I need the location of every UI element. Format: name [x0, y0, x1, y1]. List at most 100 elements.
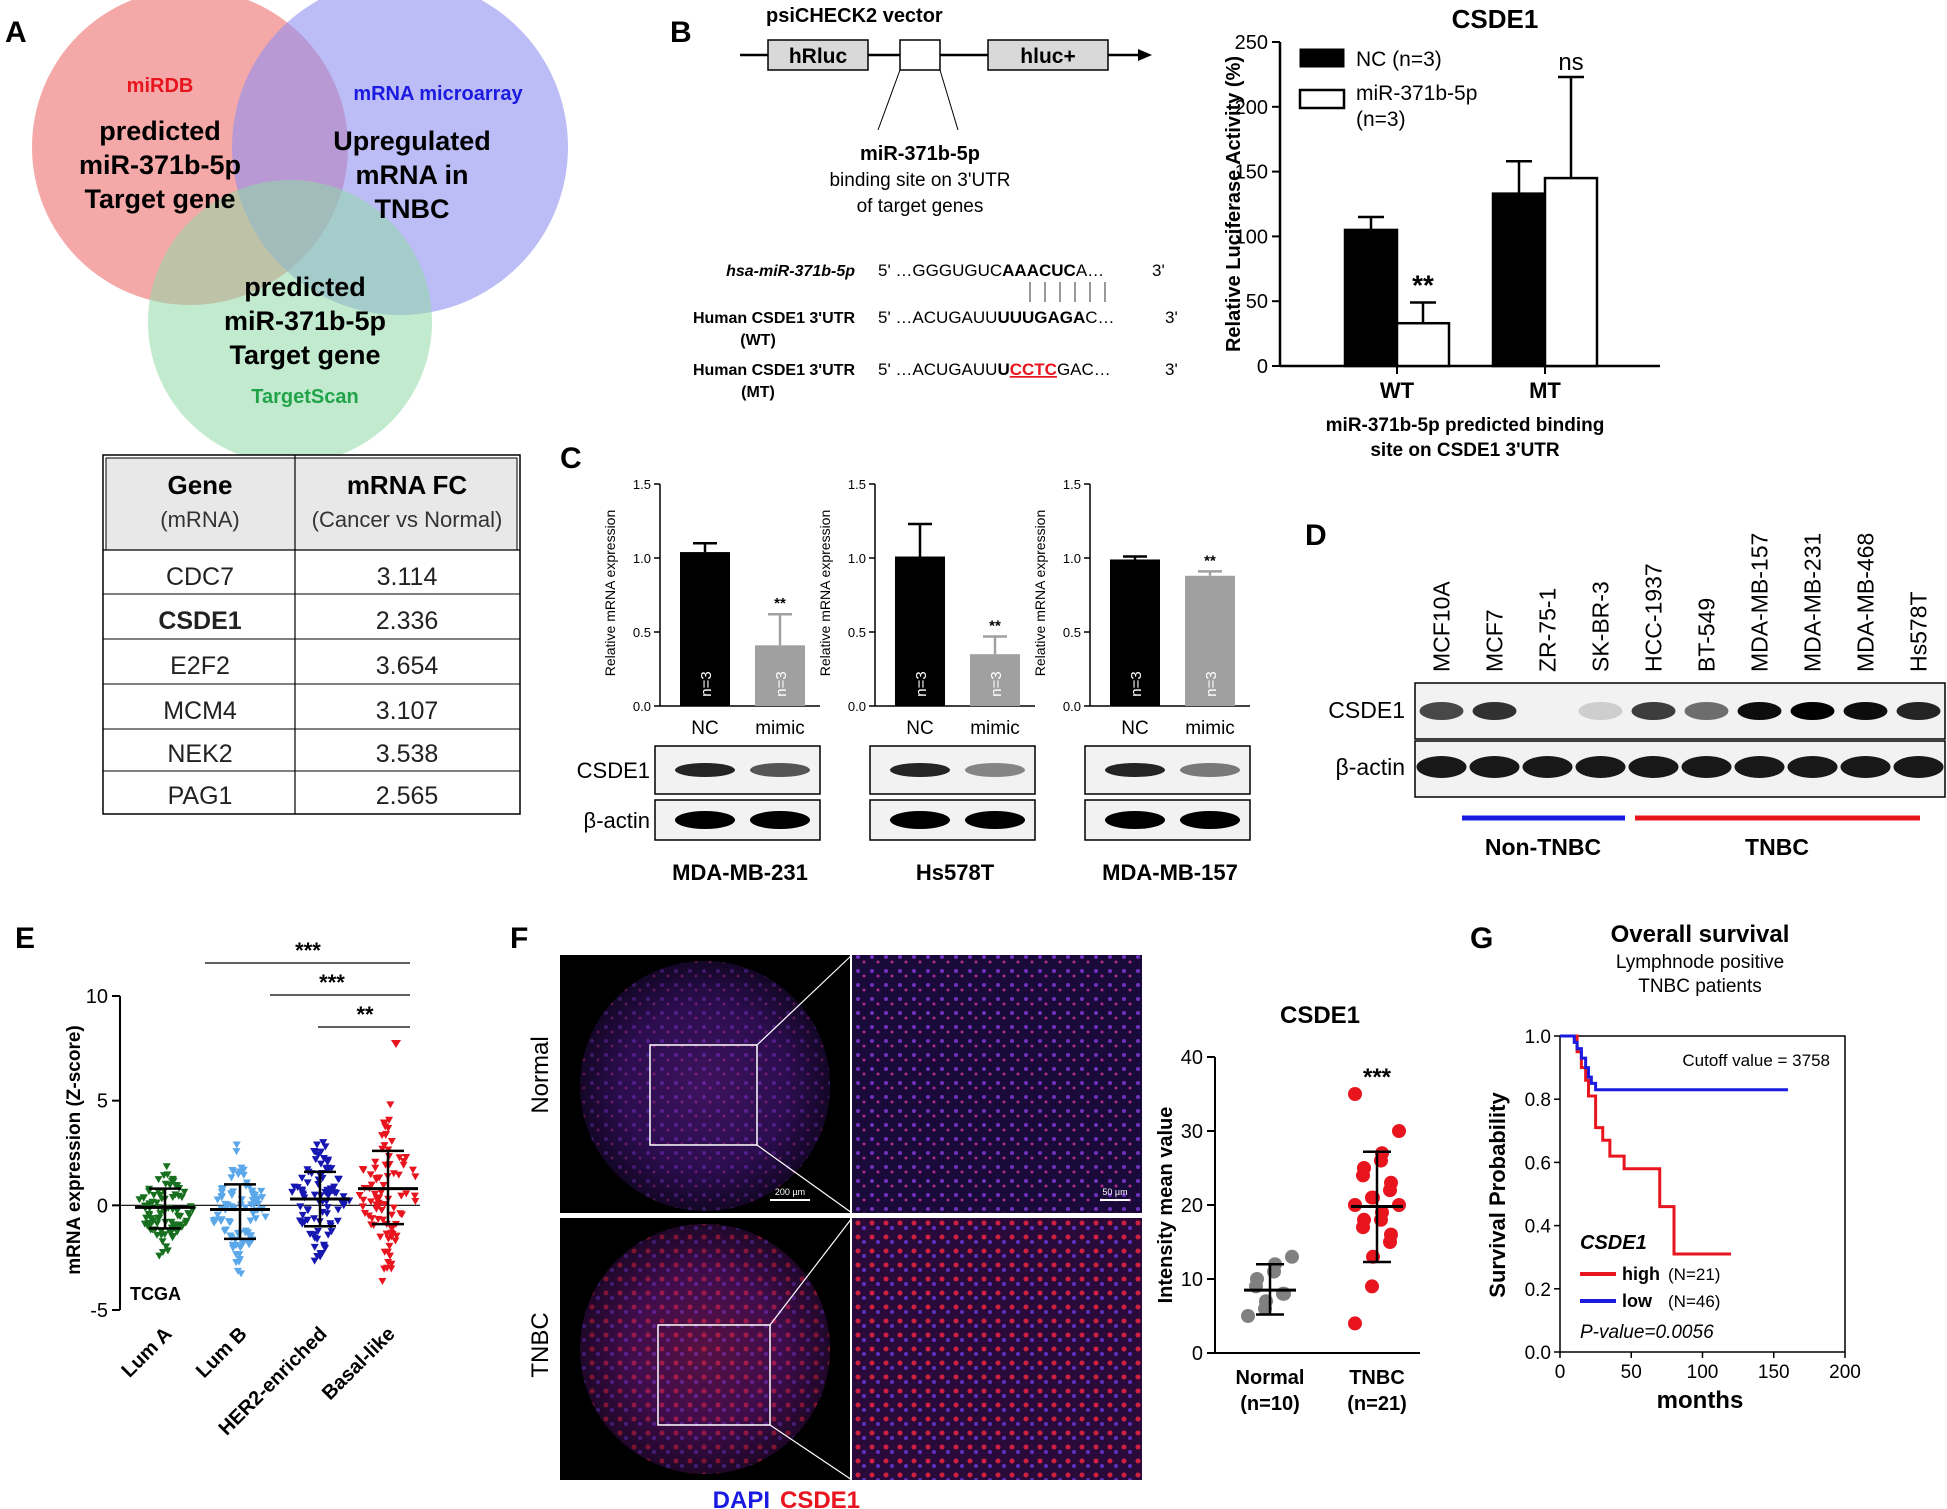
seq-label-mir: hsa-miR-371b-5p	[726, 263, 855, 280]
data-point	[169, 1177, 178, 1185]
chart-Hs578T: Relative mRNA expression 0.0 0.5 1.0 1.5 n=3 N…	[817, 477, 1036, 885]
chart-subtitle-1: Lymphnode positive	[1616, 952, 1784, 973]
lane-label: MCF10A	[1429, 581, 1455, 672]
data-point	[384, 1235, 393, 1243]
data-point	[181, 1219, 190, 1227]
km-curve-low	[1560, 1034, 1788, 1092]
x-tick-label: NC	[906, 718, 933, 739]
mrna-expression-charts: Relative mRNA expression 0.0 0.5 1.0 1.5 n=3 N…	[577, 477, 1251, 885]
data-point	[254, 1195, 263, 1203]
scale-bar-50: 50 µm	[1102, 1187, 1127, 1197]
table-header-fc-sub: (Cancer vs Normal)	[312, 507, 503, 532]
data-point	[408, 1166, 417, 1174]
legend-label-low: low	[1622, 1291, 1653, 1311]
sig-label-2: ***	[319, 970, 345, 995]
table-cell-fc: 2.565	[376, 782, 439, 810]
data-point	[288, 1188, 297, 1196]
y-tick-label: 10	[86, 986, 108, 1008]
data-point	[319, 1139, 328, 1147]
stain-label-dapi: DAPI	[713, 1487, 770, 1509]
data-point	[399, 1158, 408, 1166]
bar-NC	[895, 556, 945, 706]
western-blot-panel: MCF10A MCF7 ZR-75-1 SK-BR-3 HCC-1937 BT-549 MD…	[1328, 533, 1946, 860]
scale-bar-200: 200 µm	[775, 1187, 805, 1197]
data-point	[378, 1278, 387, 1286]
sig-annotation: **	[774, 595, 786, 612]
y-axis-label: Relative mRNA expression	[602, 510, 618, 677]
data-point	[384, 1124, 393, 1132]
table-header-gene: Gene	[167, 470, 232, 500]
data-point	[224, 1218, 233, 1226]
venn-circle-targetscan	[148, 180, 432, 464]
data-point	[161, 1180, 170, 1188]
bar-MT-nc	[1491, 192, 1547, 368]
data-point	[327, 1228, 336, 1236]
data-point	[180, 1188, 189, 1196]
data-point	[324, 1231, 333, 1239]
targetscan-label: TargetScan	[251, 386, 358, 408]
sig-annotation: ***	[1363, 1064, 1392, 1091]
data-point	[410, 1192, 419, 1200]
csde1-band	[1578, 702, 1623, 720]
chart-title: CSDE1	[1452, 4, 1539, 34]
data-point	[239, 1166, 248, 1174]
data-point	[316, 1160, 325, 1168]
bar-n-label: n=3	[1203, 671, 1220, 696]
microarray-line-3: TNBC	[375, 194, 450, 224]
data-point	[303, 1216, 312, 1224]
gene-table: Gene (mRNA) mRNA FC (Cancer vs Normal) C…	[102, 454, 521, 815]
hluc-box: hluc+	[1020, 45, 1075, 68]
actin-band	[1734, 756, 1785, 778]
bar-WT-mir	[1395, 321, 1451, 368]
legend-title: CSDE1	[1580, 1232, 1647, 1254]
data-point	[1375, 1205, 1389, 1220]
if-tnbc-zoom	[852, 1218, 1142, 1480]
legend-swatch-nc	[1299, 48, 1345, 68]
x-tick-label: MT	[1529, 378, 1561, 403]
data-point	[364, 1212, 373, 1220]
data-point	[394, 1171, 403, 1179]
group-label-tnbc: TNBC	[1745, 834, 1809, 860]
legend-label-nc: NC (n=3)	[1356, 48, 1442, 71]
x-tick-label: Normal	[1236, 1367, 1305, 1389]
data-point	[361, 1210, 370, 1218]
data-point	[333, 1217, 342, 1225]
y-tick-label: 5	[97, 1091, 108, 1113]
data-point	[249, 1210, 258, 1218]
panel-letter-d: D	[1305, 519, 1327, 552]
bar-n-label: n=3	[988, 671, 1005, 696]
targetscan-line-2: miR-371b-5p	[224, 306, 386, 336]
data-point	[229, 1244, 238, 1252]
bar-n-label: n=3	[698, 671, 715, 696]
data-point	[149, 1191, 158, 1199]
data-point	[246, 1217, 255, 1225]
blot-band	[750, 763, 810, 777]
lane-label: MCF7	[1482, 609, 1508, 672]
data-point	[324, 1192, 333, 1200]
data-point	[227, 1190, 236, 1198]
hrluc-box: hRluc	[789, 45, 848, 68]
p-value: P-value=0.0056	[1580, 1322, 1714, 1343]
chart-MDA-MB-231: Relative mRNA expression 0.0 0.5 1.0 1.5 n=3 N…	[602, 477, 821, 885]
data-point	[171, 1191, 180, 1199]
data-point	[232, 1251, 241, 1259]
x-tick-label: TNBC	[1349, 1367, 1405, 1389]
data-point	[238, 1240, 247, 1248]
chart-title: Overall survival	[1611, 921, 1790, 948]
csde1-band	[1472, 702, 1517, 720]
x-tick-label: 100	[1687, 1362, 1719, 1383]
csde1-band	[1631, 702, 1676, 720]
data-point	[217, 1189, 226, 1197]
sig-label-1: ***	[295, 938, 321, 963]
data-point	[242, 1179, 251, 1187]
data-point	[358, 1166, 367, 1174]
bar-n-label: n=3	[773, 671, 790, 696]
bar-mimic	[970, 654, 1020, 706]
x-tick-label: Basal-like	[318, 1323, 400, 1405]
actin-band	[1893, 756, 1944, 778]
data-point	[310, 1243, 319, 1251]
data-point	[378, 1216, 387, 1224]
sequence-alignment: hsa-miR-371b-5p 5' …GGGUGUCAAACUCA… 3' H…	[693, 261, 1178, 401]
data-point	[377, 1189, 386, 1197]
